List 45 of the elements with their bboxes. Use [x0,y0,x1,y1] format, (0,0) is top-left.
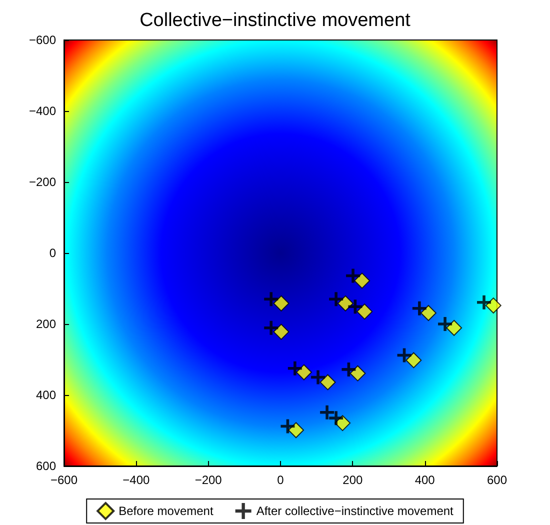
point [288,361,302,376]
point [485,298,502,314]
y-tick-label: 200 [36,317,56,331]
point [412,301,426,316]
y-tick-label: −200 [28,175,56,189]
point [320,374,336,390]
x-tick-label: 200 [342,473,363,487]
point [288,422,304,438]
point [296,364,312,380]
point [348,300,362,314]
chart-title: Collective−instinctive movement [140,10,412,31]
x-tick-label: 400 [414,473,436,487]
x-tick-label: 600 [486,473,508,487]
y-tick-label: −400 [28,104,56,118]
point [397,348,412,362]
point [477,295,492,310]
point [356,304,373,320]
legend-label: After collective−instinctive movement [256,504,454,518]
point [264,320,278,335]
point [320,405,334,420]
y-tick-label: −600 [28,33,56,47]
point [438,317,452,331]
point [329,292,344,306]
x-tick-label: −400 [122,473,150,487]
y-tick-label: 600 [36,459,56,473]
point [273,295,290,312]
point [342,362,356,376]
point [264,292,278,306]
point [337,295,354,312]
legend-label: Before movement [118,504,214,518]
point [406,352,422,368]
point [354,272,370,289]
x-tick-label: 0 [277,473,284,487]
point [329,411,344,426]
point [446,320,462,336]
point [280,419,295,434]
y-tick-label: 0 [49,246,56,260]
point [420,304,436,321]
x-tick-label: −600 [50,473,78,487]
point [350,365,366,382]
x-tick-label: −200 [194,473,222,487]
point [273,324,290,340]
point [346,268,360,283]
y-tick-label: 400 [36,388,56,402]
point [311,370,326,384]
